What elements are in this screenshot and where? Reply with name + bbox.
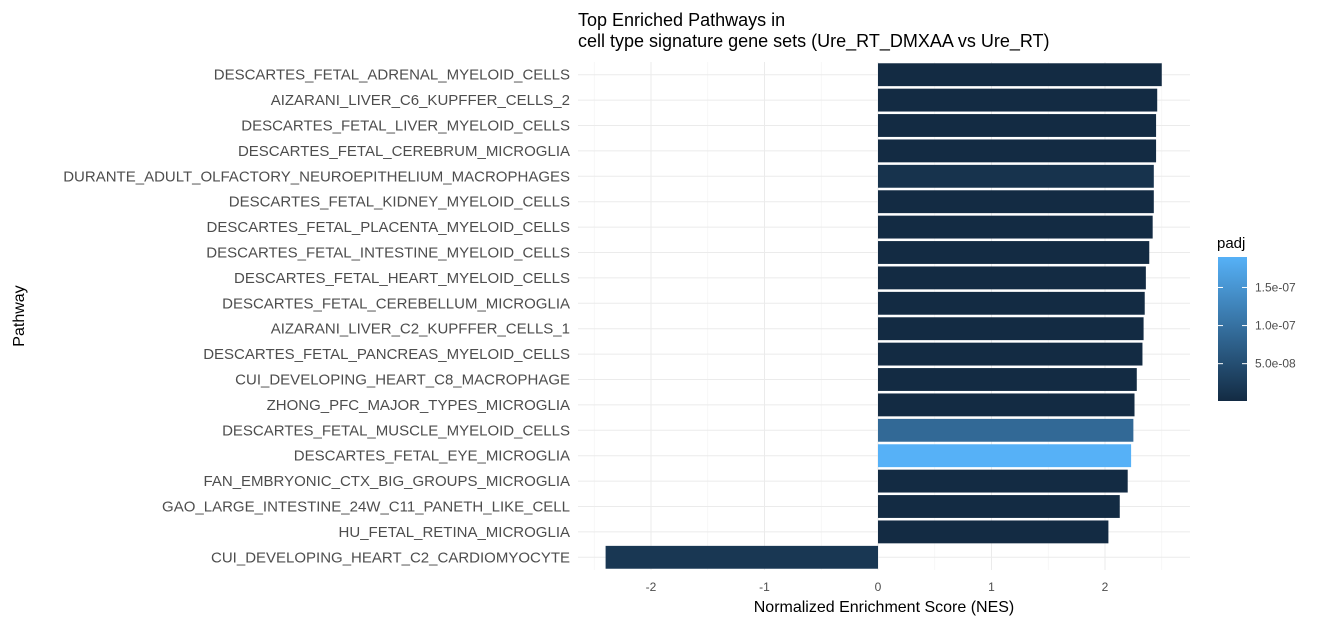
legend-ticks: 5.0e-08 1.0e-07 1.5e-07	[1218, 280, 1296, 371]
y-tick-label: DESCARTES_FETAL_INTESTINE_MYELOID_CELLS	[206, 245, 570, 262]
chart-title-line-2: cell type signature gene sets (Ure_RT_DM…	[578, 31, 1050, 52]
bar-descartes-fetal-placenta-myeloid-cells	[878, 215, 1153, 239]
y-tick-label: AIZARANI_LIVER_C6_KUPFFER_CELLS_2	[271, 92, 570, 109]
y-tick-label: AIZARANI_LIVER_C2_KUPFFER_CELLS_1	[271, 321, 570, 338]
y-tick-label: DESCARTES_FETAL_HEART_MYELOID_CELLS	[234, 270, 570, 287]
x-tick-label: 2	[1102, 580, 1109, 594]
bar-descartes-fetal-eye-microglia	[878, 444, 1132, 468]
y-tick-label: DESCARTES_FETAL_MUSCLE_MYELOID_CELLS	[222, 422, 570, 439]
y-tick-label: DESCARTES_FETAL_EYE_MICROGLIA	[294, 448, 570, 465]
y-tick-label: HU_FETAL_RETINA_MICROGLIA	[339, 524, 570, 541]
bar-fan-embryonic-ctx-big-groups-microglia	[878, 469, 1128, 493]
legend-tick-label: 1.0e-07	[1255, 319, 1296, 333]
bar-cui-developing-heart-c8-macrophage	[878, 368, 1137, 391]
bar-zhong-pfc-major-types-microglia	[878, 393, 1135, 417]
y-tick-label: CUI_DEVELOPING_HEART_C8_MACROPHAGE	[235, 372, 570, 389]
legend-color-bar	[1218, 257, 1247, 401]
bar-hu-fetal-retina-microglia	[878, 520, 1109, 544]
y-tick-label: DESCARTES_FETAL_PANCREAS_MYELOID_CELLS	[203, 346, 570, 363]
y-tick-label: DESCARTES_FETAL_LIVER_MYELOID_CELLS	[241, 118, 570, 135]
legend-title: padj	[1217, 235, 1245, 252]
bar-aizarani-liver-c6-kupffer-cells-2	[878, 88, 1158, 112]
y-tick-label: DESCARTES_FETAL_CEREBRUM_MICROGLIA	[238, 143, 570, 160]
y-tick-label: CUI_DEVELOPING_HEART_C2_CARDIOMYOCYTE	[211, 549, 570, 566]
bar-descartes-fetal-adrenal-myeloid-cells	[878, 63, 1162, 87]
bar-descartes-fetal-cerebellum-microglia	[878, 291, 1145, 315]
legend-tick-label: 1.5e-07	[1255, 280, 1296, 294]
bar-descartes-fetal-muscle-myeloid-cells	[878, 418, 1134, 442]
y-axis-title: Pathway	[11, 285, 28, 346]
x-tick-label: -1	[759, 580, 770, 594]
y-tick-label: DESCARTES_FETAL_KIDNEY_MYELOID_CELLS	[229, 194, 570, 211]
bar-aizarani-liver-c2-kupffer-cells-1	[878, 317, 1144, 341]
bar-durante-adult-olfactory-neuroepithelium-macrophages	[878, 164, 1154, 188]
x-tick-labels: -2 -1 0 1 2	[646, 580, 1109, 594]
bar-descartes-fetal-pancreas-myeloid-cells	[878, 342, 1143, 366]
y-tick-label: DESCARTES_FETAL_PLACENTA_MYELOID_CELLS	[207, 219, 570, 236]
grid-lines	[578, 62, 1190, 570]
bar-descartes-fetal-cerebrum-microglia	[878, 139, 1157, 163]
bar-descartes-fetal-intestine-myeloid-cells	[878, 241, 1150, 264]
y-tick-label: DESCARTES_FETAL_ADRENAL_MYELOID_CELLS	[214, 67, 570, 84]
x-axis-title: Normalized Enrichment Score (NES)	[754, 599, 1015, 616]
y-tick-label: FAN_EMBRYONIC_CTX_BIG_GROUPS_MICROGLIA	[204, 473, 570, 490]
bar-descartes-fetal-liver-myeloid-cells	[878, 114, 1157, 137]
bars	[605, 63, 1162, 569]
bar-gao-large-intestine-24w-c11-paneth-like-cell	[878, 495, 1120, 518]
chart-title-line-1: Top Enriched Pathways in	[578, 10, 785, 30]
y-tick-labels: DESCARTES_FETAL_ADRENAL_MYELOID_CELLS AIZ…	[63, 67, 570, 567]
legend-tick-label: 5.0e-08	[1255, 357, 1296, 371]
y-tick-label: GAO_LARGE_INTESTINE_24W_C11_PANETH_LIKE_…	[162, 499, 570, 516]
y-tick-label: ZHONG_PFC_MAJOR_TYPES_MICROGLIA	[267, 397, 570, 414]
x-tick-label: -2	[646, 580, 657, 594]
x-tick-label: 1	[988, 580, 995, 594]
color-legend: padj 5.0e-08 1.0e-07 1.5e-07	[1217, 235, 1296, 401]
bar-descartes-fetal-kidney-myeloid-cells	[878, 190, 1154, 214]
bar-cui-developing-heart-c2-cardiomyocyte	[605, 545, 878, 569]
y-tick-label: DESCARTES_FETAL_CEREBELLUM_MICROGLIA	[222, 295, 570, 312]
x-tick-label: 0	[875, 580, 882, 594]
y-tick-label: DURANTE_ADULT_OLFACTORY_NEUROEPITHELIUM_…	[63, 168, 570, 185]
bar-descartes-fetal-heart-myeloid-cells	[878, 266, 1146, 290]
